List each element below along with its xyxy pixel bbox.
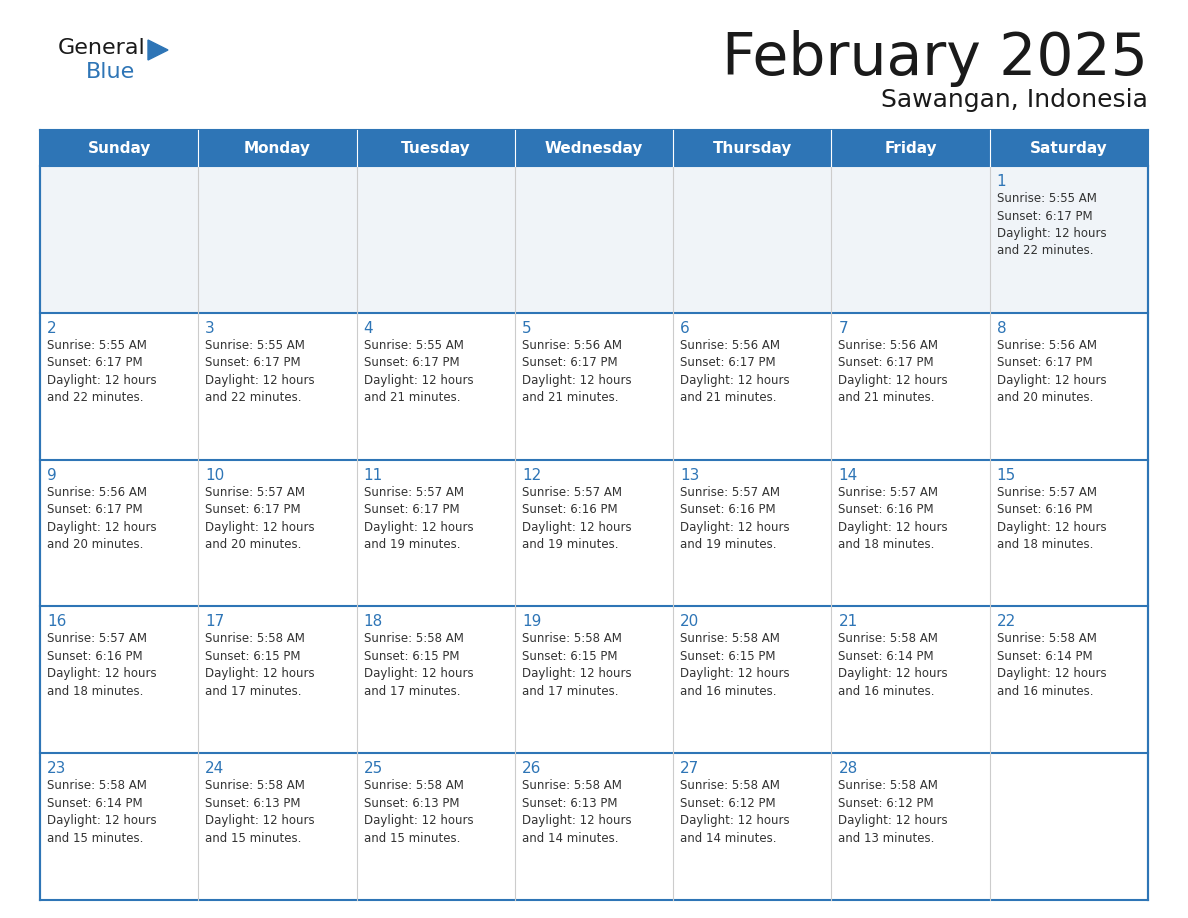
Text: Sunrise: 5:58 AM
Sunset: 6:15 PM
Daylight: 12 hours
and 16 minutes.: Sunrise: 5:58 AM Sunset: 6:15 PM Dayligh… xyxy=(681,633,790,698)
Polygon shape xyxy=(148,40,168,60)
Text: Saturday: Saturday xyxy=(1030,140,1107,155)
Text: Thursday: Thursday xyxy=(713,140,792,155)
Bar xyxy=(40,166,1148,313)
Text: Sunrise: 5:56 AM
Sunset: 6:17 PM
Daylight: 12 hours
and 21 minutes.: Sunrise: 5:56 AM Sunset: 6:17 PM Dayligh… xyxy=(681,339,790,404)
Text: 25: 25 xyxy=(364,761,383,777)
Text: 10: 10 xyxy=(206,467,225,483)
Text: Sunrise: 5:58 AM
Sunset: 6:15 PM
Daylight: 12 hours
and 17 minutes.: Sunrise: 5:58 AM Sunset: 6:15 PM Dayligh… xyxy=(522,633,632,698)
Text: Sunrise: 5:56 AM
Sunset: 6:17 PM
Daylight: 12 hours
and 21 minutes.: Sunrise: 5:56 AM Sunset: 6:17 PM Dayligh… xyxy=(522,339,632,404)
Text: 21: 21 xyxy=(839,614,858,630)
Text: 8: 8 xyxy=(997,320,1006,336)
Text: Sunrise: 5:57 AM
Sunset: 6:16 PM
Daylight: 12 hours
and 18 minutes.: Sunrise: 5:57 AM Sunset: 6:16 PM Dayligh… xyxy=(997,486,1106,551)
Text: Friday: Friday xyxy=(884,140,937,155)
Text: Sunrise: 5:57 AM
Sunset: 6:16 PM
Daylight: 12 hours
and 19 minutes.: Sunrise: 5:57 AM Sunset: 6:16 PM Dayligh… xyxy=(522,486,632,551)
Text: 19: 19 xyxy=(522,614,542,630)
Text: 20: 20 xyxy=(681,614,700,630)
Text: 11: 11 xyxy=(364,467,383,483)
Text: Sunrise: 5:58 AM
Sunset: 6:15 PM
Daylight: 12 hours
and 17 minutes.: Sunrise: 5:58 AM Sunset: 6:15 PM Dayligh… xyxy=(206,633,315,698)
Text: 28: 28 xyxy=(839,761,858,777)
Text: 12: 12 xyxy=(522,467,541,483)
Bar xyxy=(40,130,1148,166)
Text: General: General xyxy=(58,38,146,58)
Text: 24: 24 xyxy=(206,761,225,777)
Bar xyxy=(40,460,1148,607)
Text: Sunrise: 5:58 AM
Sunset: 6:14 PM
Daylight: 12 hours
and 16 minutes.: Sunrise: 5:58 AM Sunset: 6:14 PM Dayligh… xyxy=(997,633,1106,698)
Bar xyxy=(40,753,1148,900)
Text: Sunrise: 5:55 AM
Sunset: 6:17 PM
Daylight: 12 hours
and 22 minutes.: Sunrise: 5:55 AM Sunset: 6:17 PM Dayligh… xyxy=(206,339,315,404)
Text: 7: 7 xyxy=(839,320,848,336)
Text: 26: 26 xyxy=(522,761,542,777)
Text: Blue: Blue xyxy=(86,62,135,82)
Text: 4: 4 xyxy=(364,320,373,336)
Text: Sunrise: 5:58 AM
Sunset: 6:12 PM
Daylight: 12 hours
and 13 minutes.: Sunrise: 5:58 AM Sunset: 6:12 PM Dayligh… xyxy=(839,779,948,845)
Text: Sunrise: 5:58 AM
Sunset: 6:15 PM
Daylight: 12 hours
and 17 minutes.: Sunrise: 5:58 AM Sunset: 6:15 PM Dayligh… xyxy=(364,633,473,698)
Text: Sunrise: 5:58 AM
Sunset: 6:13 PM
Daylight: 12 hours
and 15 minutes.: Sunrise: 5:58 AM Sunset: 6:13 PM Dayligh… xyxy=(364,779,473,845)
Text: Monday: Monday xyxy=(244,140,311,155)
Text: Sunrise: 5:58 AM
Sunset: 6:14 PM
Daylight: 12 hours
and 16 minutes.: Sunrise: 5:58 AM Sunset: 6:14 PM Dayligh… xyxy=(839,633,948,698)
Text: 2: 2 xyxy=(48,320,57,336)
Text: 3: 3 xyxy=(206,320,215,336)
Text: Sunrise: 5:57 AM
Sunset: 6:17 PM
Daylight: 12 hours
and 19 minutes.: Sunrise: 5:57 AM Sunset: 6:17 PM Dayligh… xyxy=(364,486,473,551)
Text: Sunrise: 5:56 AM
Sunset: 6:17 PM
Daylight: 12 hours
and 20 minutes.: Sunrise: 5:56 AM Sunset: 6:17 PM Dayligh… xyxy=(48,486,157,551)
Text: 13: 13 xyxy=(681,467,700,483)
Text: 14: 14 xyxy=(839,467,858,483)
Text: 9: 9 xyxy=(48,467,57,483)
Text: Sawangan, Indonesia: Sawangan, Indonesia xyxy=(881,88,1148,112)
Text: February 2025: February 2025 xyxy=(722,30,1148,87)
Text: Sunrise: 5:58 AM
Sunset: 6:13 PM
Daylight: 12 hours
and 15 minutes.: Sunrise: 5:58 AM Sunset: 6:13 PM Dayligh… xyxy=(206,779,315,845)
Text: 17: 17 xyxy=(206,614,225,630)
Text: 6: 6 xyxy=(681,320,690,336)
Text: Sunrise: 5:58 AM
Sunset: 6:12 PM
Daylight: 12 hours
and 14 minutes.: Sunrise: 5:58 AM Sunset: 6:12 PM Dayligh… xyxy=(681,779,790,845)
Text: 15: 15 xyxy=(997,467,1016,483)
Text: Sunrise: 5:57 AM
Sunset: 6:16 PM
Daylight: 12 hours
and 19 minutes.: Sunrise: 5:57 AM Sunset: 6:16 PM Dayligh… xyxy=(681,486,790,551)
Text: Sunrise: 5:56 AM
Sunset: 6:17 PM
Daylight: 12 hours
and 21 minutes.: Sunrise: 5:56 AM Sunset: 6:17 PM Dayligh… xyxy=(839,339,948,404)
Text: 18: 18 xyxy=(364,614,383,630)
Text: 27: 27 xyxy=(681,761,700,777)
Text: Wednesday: Wednesday xyxy=(545,140,643,155)
Text: Sunrise: 5:58 AM
Sunset: 6:14 PM
Daylight: 12 hours
and 15 minutes.: Sunrise: 5:58 AM Sunset: 6:14 PM Dayligh… xyxy=(48,779,157,845)
Text: Tuesday: Tuesday xyxy=(400,140,470,155)
Text: Sunrise: 5:55 AM
Sunset: 6:17 PM
Daylight: 12 hours
and 22 minutes.: Sunrise: 5:55 AM Sunset: 6:17 PM Dayligh… xyxy=(997,192,1106,258)
Text: Sunrise: 5:57 AM
Sunset: 6:16 PM
Daylight: 12 hours
and 18 minutes.: Sunrise: 5:57 AM Sunset: 6:16 PM Dayligh… xyxy=(48,633,157,698)
Bar xyxy=(40,313,1148,460)
Text: 22: 22 xyxy=(997,614,1016,630)
Text: Sunrise: 5:58 AM
Sunset: 6:13 PM
Daylight: 12 hours
and 14 minutes.: Sunrise: 5:58 AM Sunset: 6:13 PM Dayligh… xyxy=(522,779,632,845)
Text: Sunrise: 5:56 AM
Sunset: 6:17 PM
Daylight: 12 hours
and 20 minutes.: Sunrise: 5:56 AM Sunset: 6:17 PM Dayligh… xyxy=(997,339,1106,404)
Text: Sunrise: 5:57 AM
Sunset: 6:17 PM
Daylight: 12 hours
and 20 minutes.: Sunrise: 5:57 AM Sunset: 6:17 PM Dayligh… xyxy=(206,486,315,551)
Text: Sunday: Sunday xyxy=(88,140,151,155)
Text: Sunrise: 5:55 AM
Sunset: 6:17 PM
Daylight: 12 hours
and 21 minutes.: Sunrise: 5:55 AM Sunset: 6:17 PM Dayligh… xyxy=(364,339,473,404)
Text: 16: 16 xyxy=(48,614,67,630)
Text: 23: 23 xyxy=(48,761,67,777)
Bar xyxy=(40,607,1148,753)
Text: Sunrise: 5:55 AM
Sunset: 6:17 PM
Daylight: 12 hours
and 22 minutes.: Sunrise: 5:55 AM Sunset: 6:17 PM Dayligh… xyxy=(48,339,157,404)
Text: 1: 1 xyxy=(997,174,1006,189)
Text: Sunrise: 5:57 AM
Sunset: 6:16 PM
Daylight: 12 hours
and 18 minutes.: Sunrise: 5:57 AM Sunset: 6:16 PM Dayligh… xyxy=(839,486,948,551)
Text: 5: 5 xyxy=(522,320,531,336)
